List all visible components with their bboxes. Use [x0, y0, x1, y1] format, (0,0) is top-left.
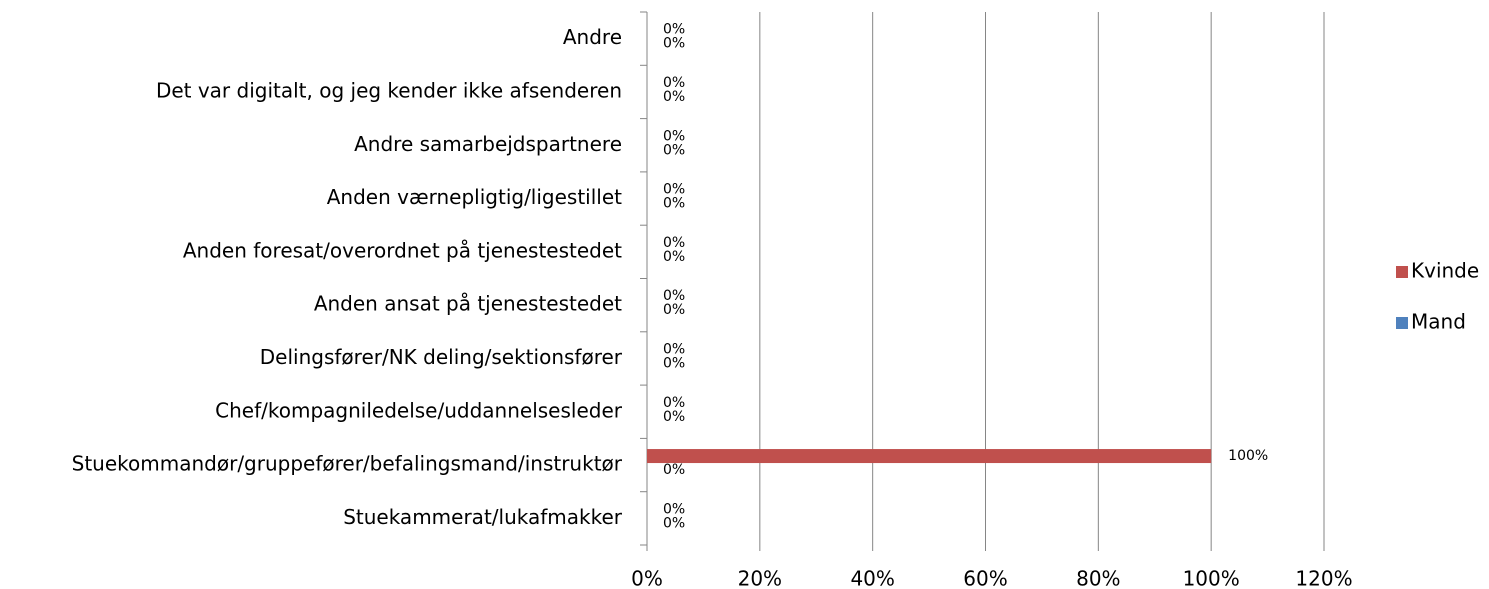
category-label: Stuekommandør/gruppefører/befalingsmand/…	[72, 452, 623, 476]
data-label: 0%	[663, 235, 685, 251]
data-label: 0%	[663, 501, 685, 517]
data-label: 0%	[663, 302, 685, 318]
data-label: 0%	[663, 341, 685, 357]
category-label: Delingsfører/NK deling/sektionsfører	[260, 345, 623, 369]
data-label: 0%	[663, 395, 685, 411]
legend-label: Mand	[1411, 310, 1466, 334]
data-label: 0%	[663, 196, 685, 212]
data-label: 0%	[663, 128, 685, 144]
bar	[647, 449, 1212, 464]
category-label: Stuekammerat/lukafmakker	[343, 505, 623, 529]
category-label: Anden værnepligtig/ligestillet	[327, 185, 622, 209]
legend-swatch	[1396, 266, 1408, 278]
category-label: Chef/kompagniledelse/uddannelsesleder	[215, 398, 623, 422]
data-label: 0%	[663, 515, 685, 531]
data-label: 0%	[663, 22, 685, 38]
x-tick-label: 100%	[1183, 567, 1240, 589]
data-label: 0%	[663, 249, 685, 265]
category-label: Andre	[563, 25, 622, 49]
data-label: 0%	[663, 142, 685, 158]
x-tick-label: 20%	[738, 567, 782, 589]
category-label: Anden ansat på tjenestestedet	[314, 292, 622, 316]
legend-label: Kvinde	[1411, 259, 1479, 283]
x-tick-label: 60%	[963, 567, 1007, 589]
x-tick-label: 80%	[1076, 567, 1120, 589]
data-label: 0%	[663, 288, 685, 304]
data-label: 0%	[663, 89, 685, 105]
category-label: Andre samarbejdspartnere	[354, 132, 622, 156]
category-label: Anden foresat/overordnet på tjenestested…	[183, 238, 622, 262]
data-label: 0%	[663, 75, 685, 91]
data-label: 0%	[663, 409, 685, 425]
legend-swatch	[1396, 317, 1408, 329]
data-label: 100%	[1228, 448, 1268, 464]
data-label: 0%	[663, 462, 685, 478]
data-label: 0%	[663, 182, 685, 198]
x-tick-label: 120%	[1295, 567, 1352, 589]
data-label: 0%	[663, 36, 685, 52]
x-tick-label: 40%	[850, 567, 894, 589]
x-tick-label: 0%	[631, 567, 663, 589]
data-label: 0%	[663, 355, 685, 371]
category-label: Det var digitalt, og jeg kender ikke afs…	[156, 78, 622, 102]
